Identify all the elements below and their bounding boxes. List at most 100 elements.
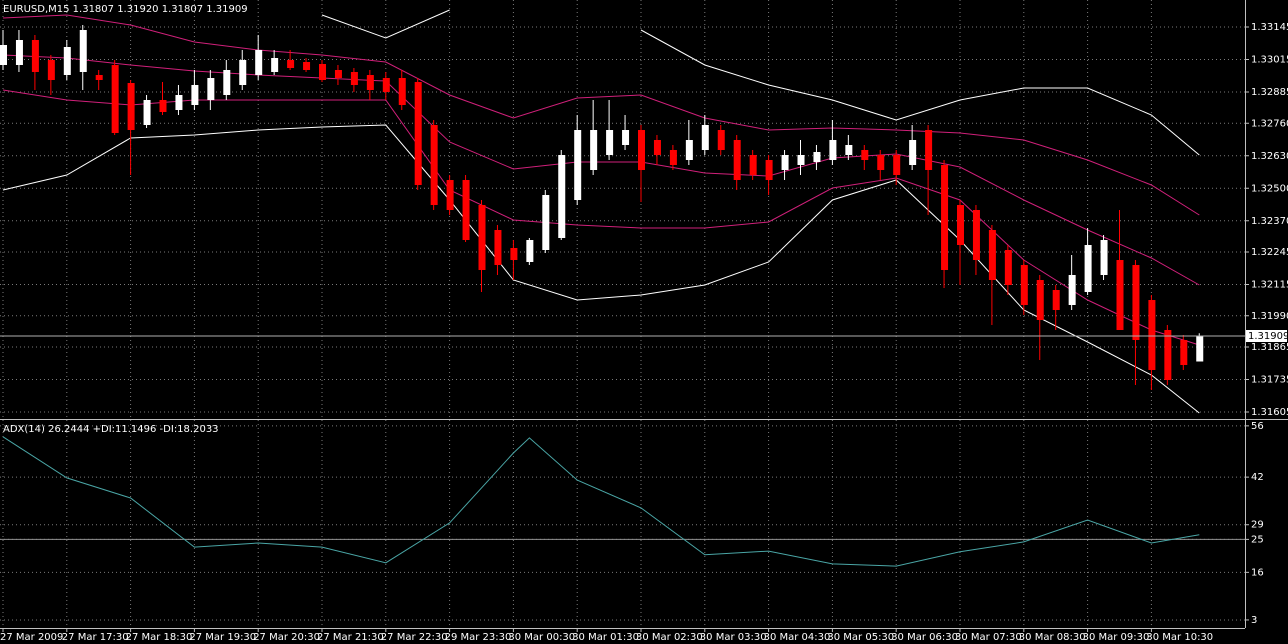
candle-body — [319, 64, 326, 80]
candle-body — [988, 230, 996, 280]
y-tick-label: 25 — [1251, 534, 1264, 545]
candle-body — [255, 50, 263, 75]
x-tick-label: 27 Mar 18:30 — [126, 632, 193, 643]
candle-body — [590, 130, 598, 170]
y-tick-label: 1.31990 — [1251, 311, 1288, 322]
candle-body — [31, 40, 39, 72]
candle-body — [462, 180, 470, 240]
candle-body — [175, 95, 183, 110]
indicator-title: ADX(14) 26.2444 +DI:11.1496 -DI:18.2033 — [3, 424, 219, 435]
x-tick-label: 30 Mar 09:30 — [1083, 632, 1150, 643]
candle-body — [797, 155, 805, 165]
candle-body — [574, 130, 582, 200]
candle-body — [941, 165, 949, 270]
candle-body — [558, 155, 566, 238]
last-price-box — [1246, 330, 1287, 342]
candle-body — [446, 180, 454, 210]
candle-body — [366, 75, 374, 90]
candle-body — [638, 130, 645, 170]
candle-body — [350, 72, 358, 85]
candle-body — [542, 195, 550, 250]
x-tick-label: 30 Mar 00:30 — [508, 632, 575, 643]
candle-body — [1036, 280, 1044, 320]
candle-body — [127, 83, 135, 130]
candle-body — [1164, 330, 1172, 380]
chart-title: EURUSD,M15 1.31807 1.31920 1.31807 1.319… — [3, 4, 248, 15]
candle-body — [1100, 240, 1108, 275]
y-tick-label: 1.33015 — [1251, 55, 1288, 66]
y-tick-label: 1.32760 — [1251, 118, 1288, 129]
candle-body — [925, 130, 933, 170]
candle-body — [15, 40, 23, 65]
candle-body — [287, 60, 295, 68]
candle-body — [159, 100, 167, 112]
candle-body — [1180, 340, 1188, 365]
candle-body — [79, 30, 87, 72]
candle-body — [653, 140, 661, 155]
y-tick-label: 1.31735 — [1251, 375, 1288, 386]
x-tick-label: 27 Mar 2009 — [0, 632, 63, 643]
candle-body — [63, 47, 71, 75]
x-tick-label: 30 Mar 08:30 — [1019, 632, 1086, 643]
candle-body — [1052, 290, 1060, 310]
candle-body — [47, 60, 55, 80]
candle-body — [765, 160, 773, 180]
band-line — [2, 14, 1200, 216]
candle-body — [701, 125, 709, 150]
candle-body — [1116, 260, 1124, 330]
candle-body — [271, 58, 279, 72]
last-price-label: 1.31909 — [1248, 331, 1288, 342]
candle-body — [430, 125, 438, 205]
y-tick-label: 1.32370 — [1251, 216, 1288, 227]
candle-body — [669, 150, 677, 165]
y-tick-label: 1.33145 — [1251, 22, 1288, 33]
candle-body — [494, 230, 502, 265]
y-tick-label: 1.32115 — [1251, 280, 1288, 291]
candle-body — [398, 78, 406, 105]
indicator-line — [2, 436, 1200, 567]
x-tick-label: 30 Mar 07:30 — [955, 632, 1022, 643]
candle-body — [1132, 265, 1140, 340]
candle-body — [191, 85, 199, 105]
candle-body — [717, 130, 725, 150]
candle-body — [1020, 265, 1028, 305]
x-tick-label: 30 Mar 06:30 — [891, 632, 958, 643]
y-tick-label: 1.31605 — [1251, 407, 1288, 418]
candle-body — [382, 78, 390, 92]
y-tick-label: 16 — [1251, 567, 1264, 578]
candle-body — [893, 155, 901, 175]
y-tick-label: 1.32245 — [1251, 247, 1288, 258]
candle-body — [334, 70, 342, 78]
x-tick-label: 27 Mar 17:30 — [62, 632, 129, 643]
candle-body — [95, 75, 103, 80]
x-tick-label: 27 Mar 20:30 — [253, 632, 320, 643]
candle-body — [685, 140, 693, 160]
x-tick-label: 30 Mar 03:30 — [700, 632, 767, 643]
candle-body — [733, 140, 741, 180]
candle-body — [239, 60, 247, 85]
candle-body — [1004, 250, 1012, 285]
band-line — [2, 89, 1200, 346]
y-tick-label: 1.31865 — [1251, 342, 1288, 353]
candle-body — [1084, 245, 1092, 292]
candle-body — [111, 65, 119, 133]
candle-body — [829, 140, 837, 160]
y-tick-label: 1.32500 — [1251, 183, 1288, 194]
candle-body — [606, 130, 614, 155]
x-tick-label: 30 Mar 04:30 — [764, 632, 831, 643]
candle-body — [223, 70, 231, 95]
candle-body — [303, 62, 311, 70]
y-tick-label: 56 — [1251, 421, 1264, 432]
x-tick-label: 27 Mar 19:30 — [189, 632, 256, 643]
y-tick-label: 1.32885 — [1251, 87, 1288, 98]
candle-body — [1148, 300, 1156, 370]
candle-body — [749, 155, 757, 175]
x-tick-label: 30 Mar 02:30 — [636, 632, 703, 643]
candle-body — [781, 155, 789, 170]
y-tick-label: 3 — [1251, 615, 1257, 626]
band-line — [2, 54, 1200, 286]
candle-body — [622, 130, 630, 145]
candle-body — [414, 82, 422, 185]
